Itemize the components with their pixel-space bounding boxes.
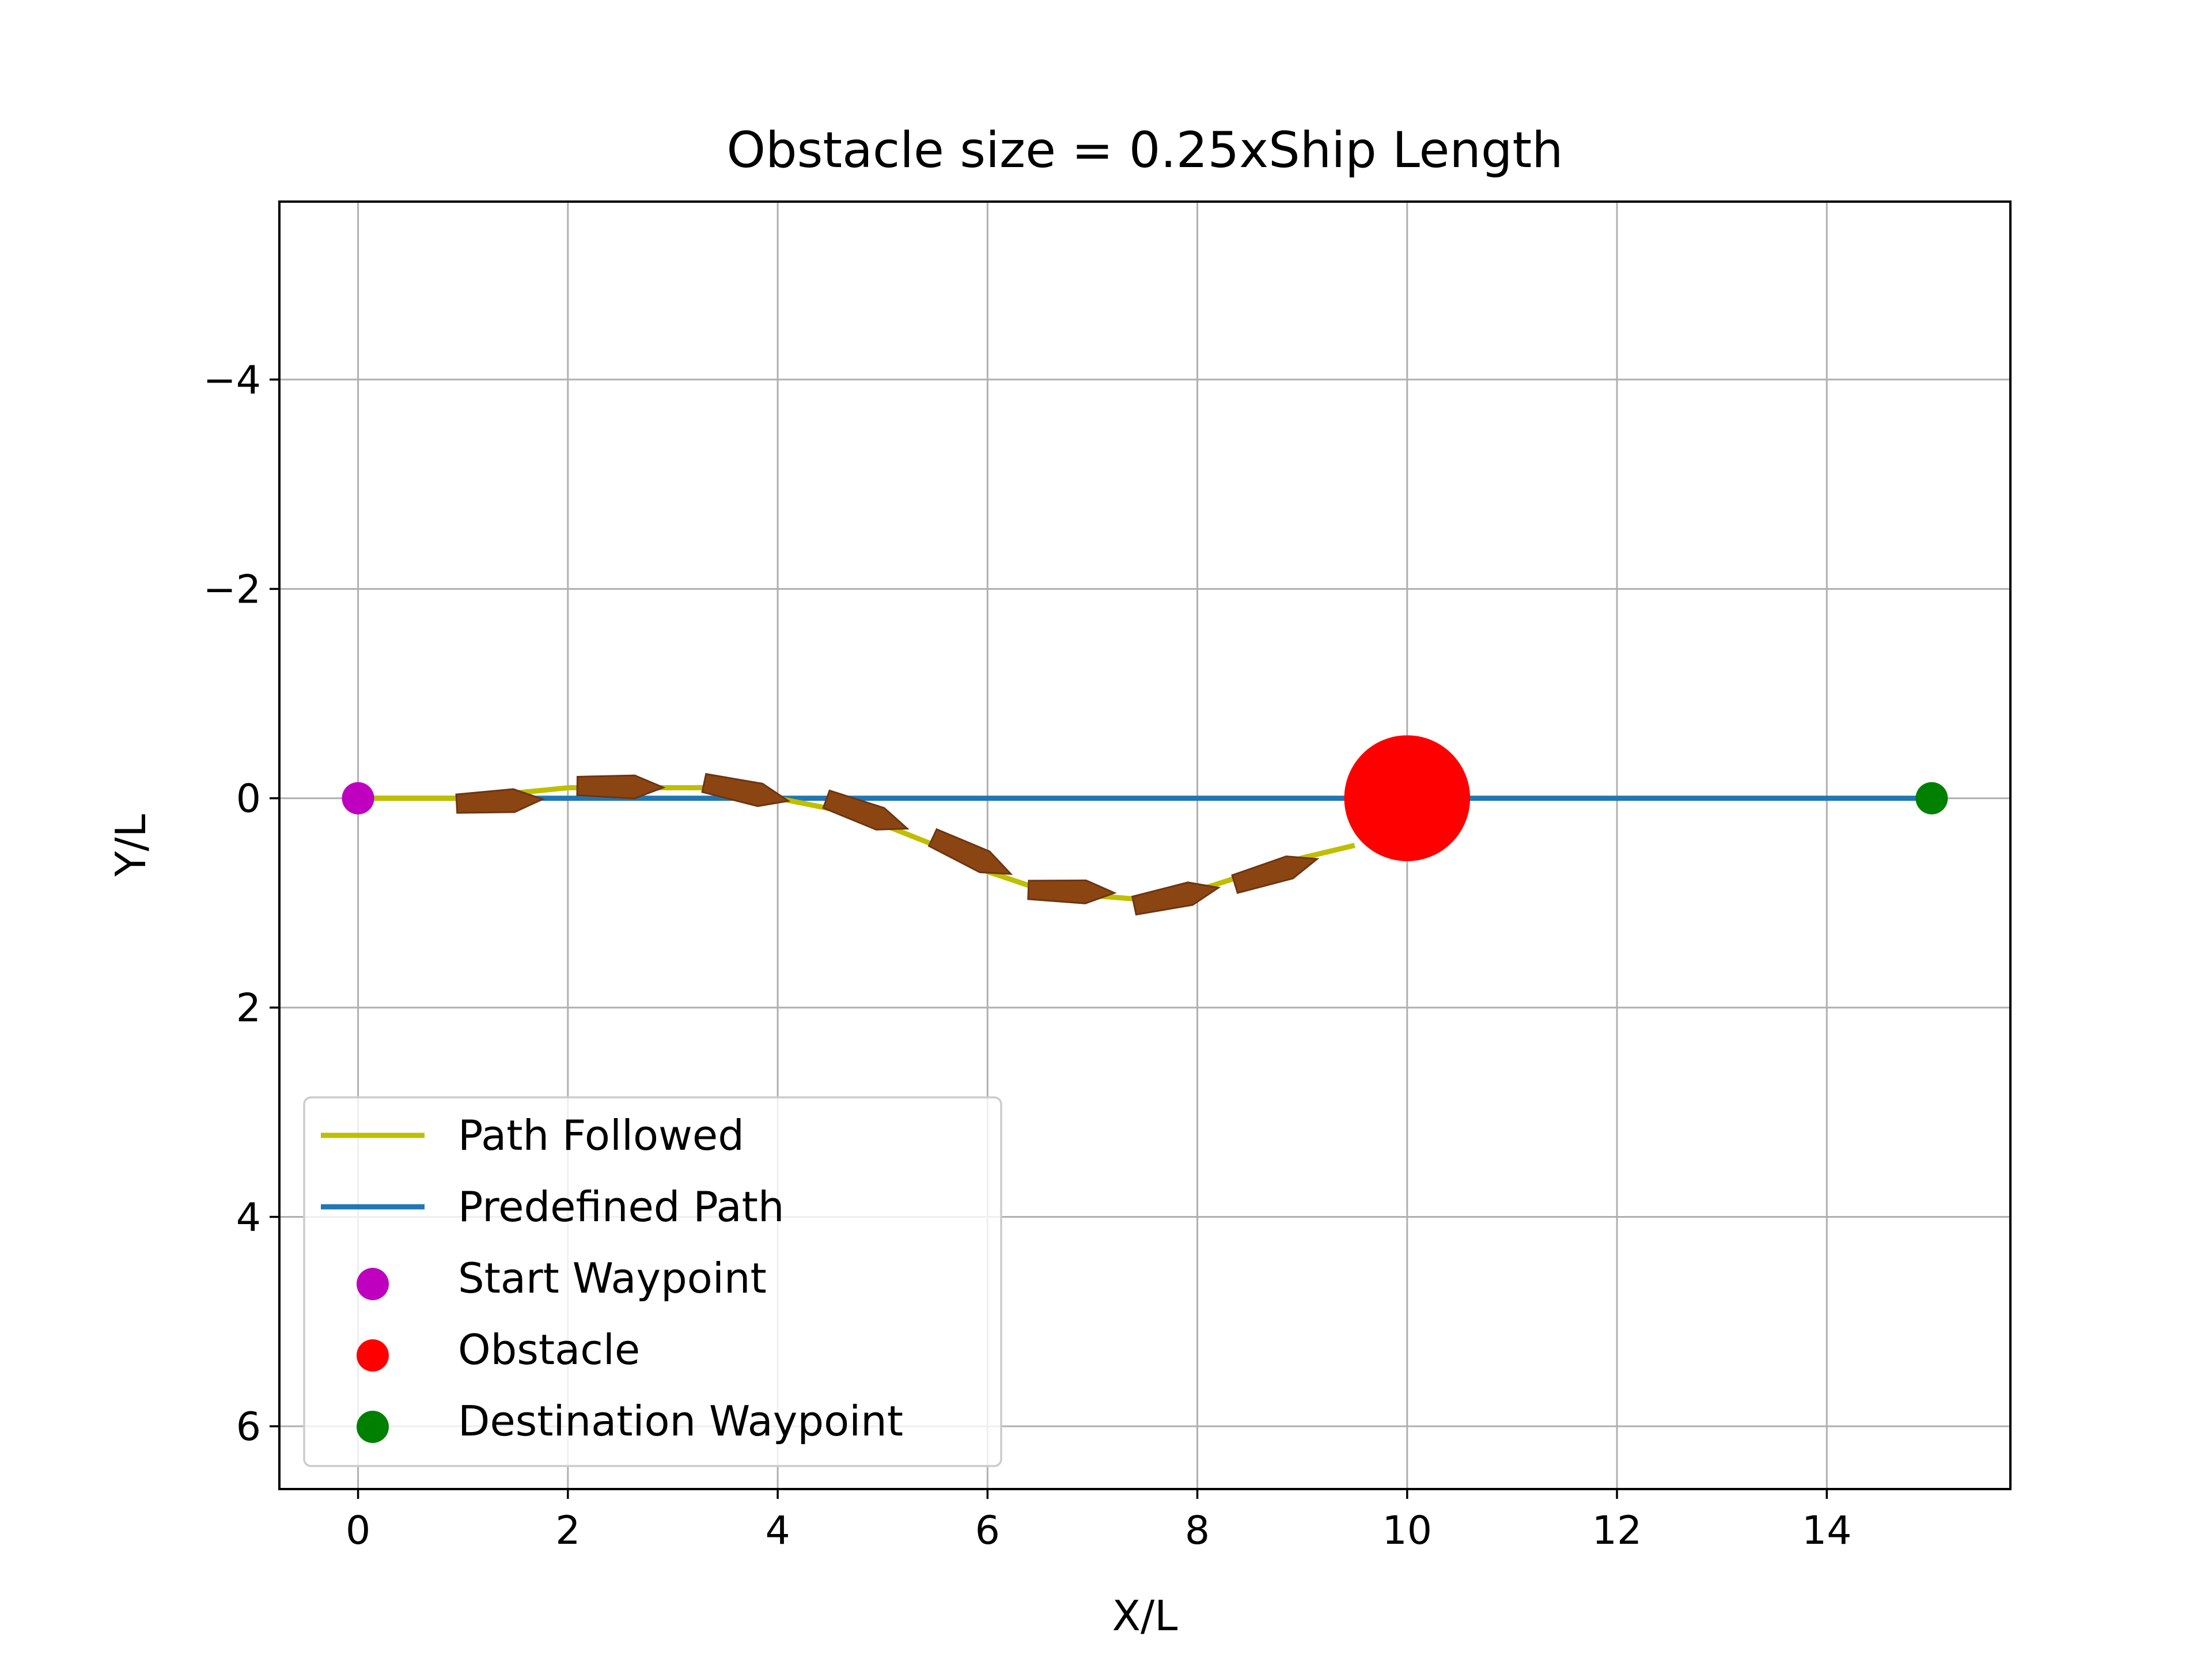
y-axis-label: Y/L xyxy=(107,814,155,877)
destination-waypoint-marker xyxy=(1915,782,1948,815)
legend: Path Followed Predefined Path Start Waypoi… xyxy=(303,1096,1002,1467)
y-tick-label: 6 xyxy=(236,1404,261,1450)
ship-hull xyxy=(701,772,791,808)
legend-label: Path Followed xyxy=(458,1111,744,1160)
y-tick-label: −2 xyxy=(203,567,261,612)
legend-marker-swatch xyxy=(357,1339,389,1372)
ship-hull xyxy=(822,789,910,831)
obstacle-marker xyxy=(1344,735,1471,862)
y-tick-label: 4 xyxy=(236,1195,261,1241)
legend-marker-swatch xyxy=(357,1411,389,1443)
data-layer xyxy=(342,735,1948,916)
y-tick-label: 0 xyxy=(236,777,261,822)
ticks: 0 2 4 6 8 10 12 14 −4 −2 0 2 4 6 xyxy=(203,358,1852,1554)
legend-label: Destination Waypoint xyxy=(458,1397,903,1445)
x-tick-label: 4 xyxy=(765,1508,790,1554)
x-tick-label: 6 xyxy=(975,1508,1000,1554)
ship-hull xyxy=(927,828,1013,875)
x-tick-label: 8 xyxy=(1185,1508,1210,1554)
x-tick-label: 12 xyxy=(1592,1508,1642,1554)
x-tick-label: 14 xyxy=(1802,1508,1852,1554)
plot-frame xyxy=(278,200,2012,1490)
x-tick-label: 10 xyxy=(1382,1508,1433,1554)
chart-title: Obstacle size = 0.25xShip Length xyxy=(726,122,1563,179)
ship-hull xyxy=(576,774,666,800)
legend-label: Start Waypoint xyxy=(458,1254,767,1302)
legend-box xyxy=(303,1096,1002,1467)
x-tick-label: 0 xyxy=(346,1508,370,1554)
ship-hull xyxy=(1027,879,1117,904)
start-waypoint-marker xyxy=(342,782,374,815)
y-tick-label: 2 xyxy=(236,986,261,1031)
ship-hull xyxy=(455,788,546,814)
x-tick-label: 2 xyxy=(555,1508,580,1554)
legend-label: Obstacle xyxy=(458,1325,640,1374)
x-axis-label: X/L xyxy=(1112,1592,1178,1640)
legend-marker-swatch xyxy=(357,1268,389,1300)
y-tick-label: −4 xyxy=(203,358,261,403)
ship-hull xyxy=(1131,881,1221,916)
ship-hull xyxy=(1231,855,1320,894)
legend-label: Predefined Path xyxy=(458,1183,785,1231)
